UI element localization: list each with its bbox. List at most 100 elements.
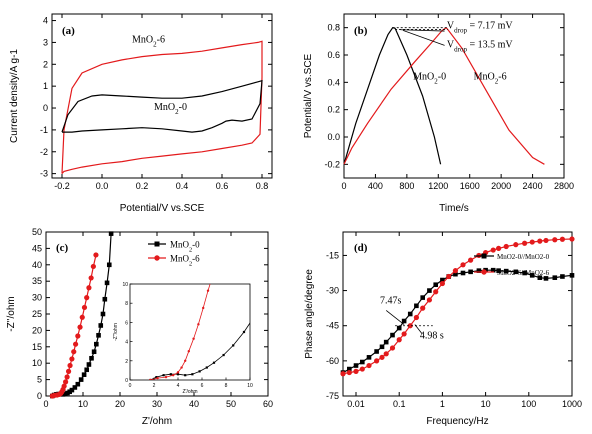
inset-frame (129, 283, 251, 381)
x-tick-label: 1 (440, 399, 445, 409)
x-tick-label: -0.2 (54, 181, 70, 191)
x-tick-label: 1200 (428, 181, 448, 191)
y-tick-label: 2 (43, 59, 48, 69)
inset-point-square (162, 374, 165, 377)
x-tick-label: 60 (263, 399, 273, 409)
inset-x-tick-label: 4 (177, 383, 180, 389)
data-point-circle (396, 337, 402, 343)
annotation-base: MnO (413, 72, 434, 83)
x-axis-label: Time/s (439, 203, 469, 214)
data-point-square (89, 355, 94, 361)
data-point-square (104, 280, 110, 286)
inset-point-circle (202, 306, 205, 310)
data-point-circle (81, 304, 88, 311)
legend-label: MnO2-0 (170, 240, 200, 254)
data-point-square (81, 372, 87, 377)
data-point-square (560, 274, 565, 279)
data-point-square (490, 267, 496, 273)
y-axis-label: Potential/V vs.SCE (303, 53, 314, 138)
y-tick-label: -30 (326, 286, 339, 296)
series-line-red (343, 26, 545, 165)
y-tick-label: -2 (40, 147, 48, 157)
y-tick-label: -0.2 (324, 159, 340, 169)
data-point-square (379, 344, 385, 350)
y-tick-label: 35 (32, 276, 42, 286)
panel-tag: (c) (56, 242, 69, 254)
data-point-circle (468, 257, 474, 263)
data-point-square (78, 377, 84, 382)
data-point-circle (366, 362, 372, 369)
data-point-circle (86, 285, 92, 291)
data-point-square (75, 381, 81, 387)
series-line-black (61, 79, 263, 133)
inset-point-circle (164, 375, 168, 379)
annotation: MnO2-0 (413, 72, 446, 86)
y-tick-label: -3 (40, 169, 48, 179)
x-tick-label: 400 (368, 181, 383, 191)
annotation-tail: -6 (157, 34, 165, 45)
inset-point-square (222, 353, 225, 357)
data-point-square (420, 295, 426, 300)
inset-point-square (242, 330, 246, 334)
inset-y-tick-label: 0 (125, 378, 128, 384)
x-tick-label: 0.2 (136, 181, 149, 191)
data-point-square (543, 276, 549, 281)
data-point-circle (73, 341, 79, 347)
data-point-circle (65, 368, 72, 374)
annotation-base: MnO (132, 34, 153, 45)
inset-series-line-black (150, 322, 250, 380)
data-point-circle (383, 351, 389, 357)
data-point-circle (420, 305, 426, 311)
data-point-circle (452, 268, 459, 274)
annotation-sub: drop (454, 45, 467, 53)
inset-y-tick-label: 2 (125, 359, 128, 365)
data-point-square (468, 269, 473, 275)
x-axis-label: Z'/ohm (142, 416, 172, 427)
x-tick-label: 0.8 (256, 181, 269, 191)
annotation-tail: = 7.17 mV (467, 20, 513, 31)
data-point-square (503, 268, 509, 274)
time-constant-arrow-1 (414, 324, 423, 335)
data-point-square (433, 282, 439, 288)
x-tick-label: 2000 (491, 181, 511, 191)
data-point-square (440, 277, 445, 283)
data-point-square (513, 269, 519, 275)
annotation-sub: drop (454, 26, 467, 34)
series-line-black (343, 27, 442, 165)
data-point-circle (569, 236, 575, 242)
panel-tag: (d) (354, 242, 368, 254)
y-tick-label: -60 (326, 356, 339, 366)
data-point-circle (379, 354, 385, 360)
inset-point-square (176, 373, 180, 376)
legend-marker-circle (154, 255, 160, 261)
x-tick-label: 2800 (554, 181, 574, 191)
data-point-square (347, 366, 352, 372)
data-point-circle (84, 295, 90, 301)
annotation: MnO2-6 (132, 34, 165, 48)
data-point-circle (446, 273, 452, 280)
inset-point-circle (197, 323, 200, 326)
data-point-square (69, 387, 75, 393)
y-tick-label: -75 (326, 391, 339, 401)
time-constant-arrow-2 (385, 310, 405, 325)
data-point-square (476, 268, 482, 273)
plot-frame (51, 13, 273, 179)
y-tick-label: 15 (32, 342, 42, 352)
data-point-circle (496, 245, 502, 251)
panel-tag: (a) (62, 25, 75, 37)
x-tick-label: 10 (481, 399, 491, 409)
data-point-circle (543, 237, 549, 244)
x-tick-label: 0.01 (347, 399, 365, 409)
annotation-base: MnO (154, 102, 175, 113)
data-point-circle (529, 239, 535, 245)
panel-tag: (b) (354, 25, 368, 37)
inset-y-tick-label: 6 (125, 320, 128, 326)
data-point-square (407, 311, 413, 317)
y-axis-label: -Z''/ohm (6, 296, 17, 332)
data-point-circle (503, 243, 509, 250)
data-point-circle (426, 297, 432, 303)
data-point-square (396, 325, 402, 331)
x-tick-label: 40 (189, 399, 199, 409)
legend-label-base: MnO (170, 240, 190, 250)
data-point-circle (359, 366, 365, 372)
